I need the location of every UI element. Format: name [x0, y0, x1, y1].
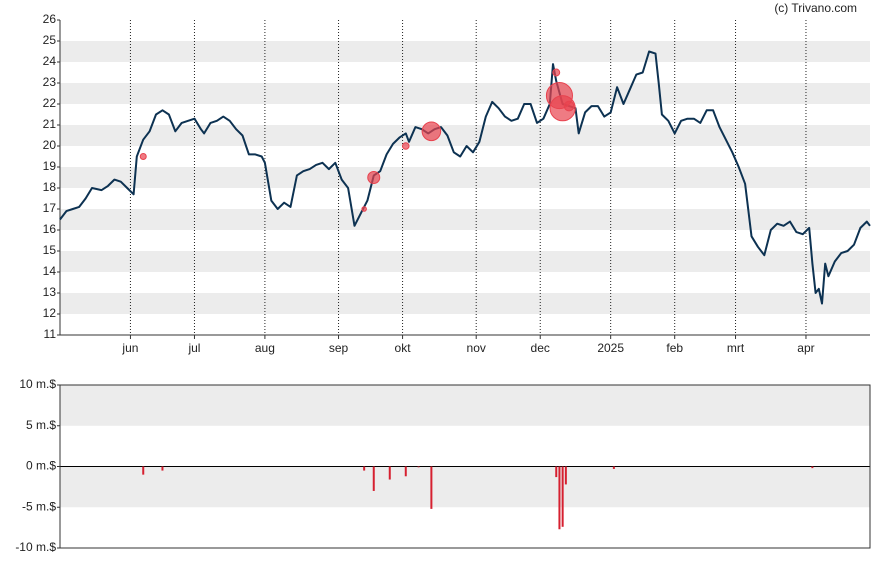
trade-bubble	[139, 153, 147, 160]
grid-band	[60, 209, 870, 230]
trade-bubble	[552, 68, 561, 77]
y-tick-label: 17	[43, 201, 57, 215]
y-tick-label: 0 m.$	[26, 459, 56, 473]
y-tick-label: 26	[43, 12, 57, 26]
price-line	[59, 50, 871, 305]
bar	[388, 466, 391, 480]
grid-band	[60, 466, 870, 508]
bar	[558, 466, 561, 530]
y-tick-label: 13	[43, 285, 57, 299]
bar	[564, 466, 567, 485]
y-tick-label: 22	[43, 96, 57, 110]
bar	[372, 466, 375, 491]
y-tick-label: 5 m.$	[26, 418, 56, 432]
x-tick-label: apr	[797, 341, 814, 355]
credit: (c) Trivano.com	[774, 1, 857, 15]
y-tick-label: 21	[43, 117, 57, 131]
y-tick-label: 20	[43, 138, 57, 152]
y-tick-label: -10 m.$	[15, 540, 56, 554]
trade-bubble	[401, 142, 410, 150]
bar	[555, 466, 558, 478]
bar	[363, 466, 366, 471]
x-tick-label: dec	[531, 341, 550, 355]
y-tick-label: 24	[43, 54, 57, 68]
y-tick-label: 19	[43, 159, 57, 173]
x-tick-label: jun	[121, 341, 138, 355]
grid-band	[60, 167, 870, 188]
trade-bubble	[563, 100, 575, 112]
y-tick-label: 23	[43, 75, 57, 89]
y-tick-label: 25	[43, 33, 57, 47]
x-tick-label: mrt	[727, 341, 745, 355]
bar	[811, 466, 814, 469]
grid-band	[60, 293, 870, 314]
grid-band	[60, 251, 870, 272]
bar	[561, 466, 564, 527]
grid-band	[60, 125, 870, 146]
bar	[612, 466, 615, 469]
trade-bubble	[367, 171, 381, 184]
x-tick-label: sep	[329, 341, 349, 355]
y-tick-label: 16	[43, 222, 57, 236]
x-tick-label: jul	[187, 341, 200, 355]
trade-bubble	[421, 121, 442, 142]
y-tick-label: 12	[43, 306, 57, 320]
plot-frame	[59, 384, 871, 549]
y-tick-label: 18	[43, 180, 57, 194]
bar	[404, 466, 407, 477]
bar	[417, 466, 420, 468]
x-tick-label: nov	[467, 341, 486, 355]
bar	[161, 466, 164, 471]
y-tick-label: -5 m.$	[22, 499, 56, 513]
grid-band	[60, 41, 870, 62]
y-tick-label: 10 m.$	[19, 377, 56, 391]
trade-bubble	[361, 206, 367, 212]
y-tick-label: 14	[43, 264, 57, 278]
bar	[142, 466, 145, 475]
x-tick-label: feb	[666, 341, 683, 355]
grid-band	[60, 83, 870, 104]
x-tick-label: aug	[255, 341, 275, 355]
grid-band	[60, 385, 870, 426]
y-tick-label: 15	[43, 243, 57, 257]
bar	[430, 466, 433, 509]
y-tick-label: 11	[44, 327, 57, 341]
x-tick-label: okt	[395, 341, 412, 355]
x-tick-label: 2025	[597, 341, 624, 355]
